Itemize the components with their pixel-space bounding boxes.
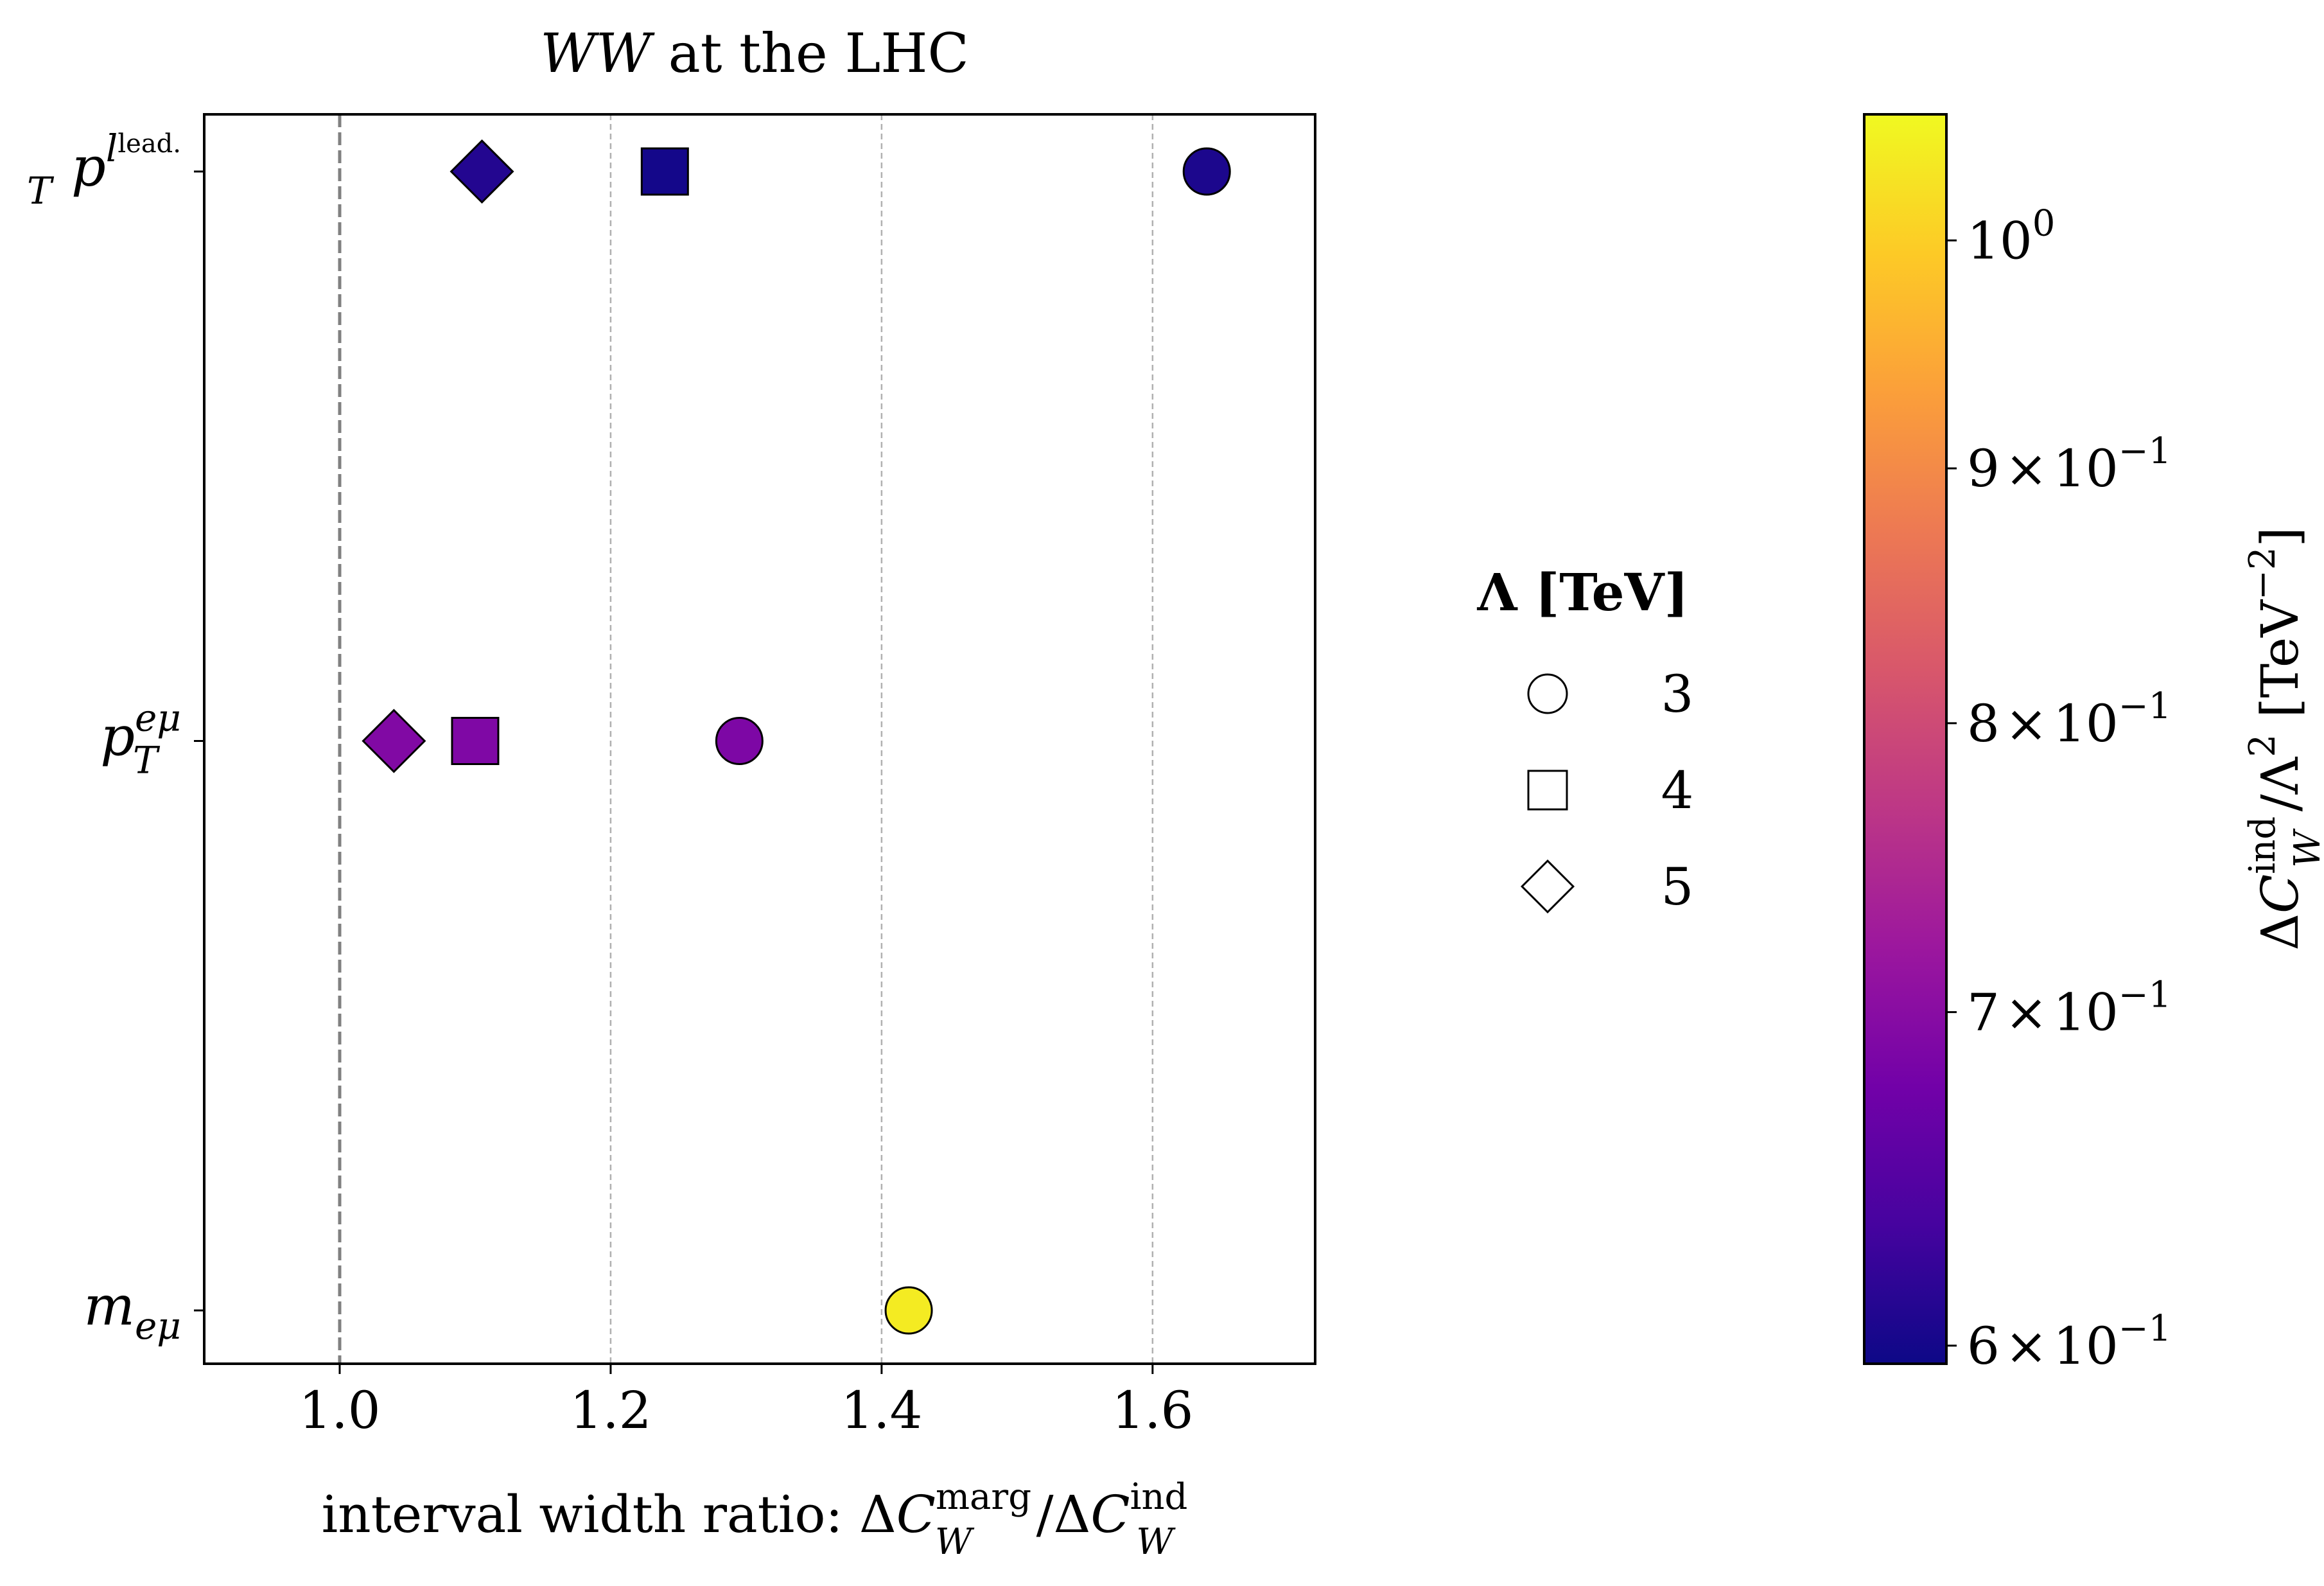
x-axis-label-c2: C bbox=[1090, 1485, 1130, 1544]
legend-title-lambda: Λ bbox=[1477, 562, 1518, 622]
colorbar-label-sup2: 2 bbox=[2242, 734, 2284, 757]
x-grid bbox=[609, 114, 1154, 1364]
colorbar-label-sup1: ind bbox=[2242, 816, 2284, 874]
x-axis-label: interval width ratio: ΔCmarg W/ΔCind W bbox=[322, 1476, 1188, 1563]
data-point-circle bbox=[884, 1286, 933, 1335]
legend: Λ [TeV] 3 4 5 bbox=[1477, 562, 1694, 917]
x-axis-label-sub2: W bbox=[1136, 1521, 1176, 1563]
legend-label: 3 bbox=[1661, 664, 1694, 724]
plot-area: 1.0 1.2 1.4 1.6 pllead. T peμ T meμ bbox=[27, 113, 1316, 1440]
colorbar-tick-label: 7 × 10−1 bbox=[1967, 974, 2171, 1043]
data-point-diamond bbox=[362, 709, 426, 773]
colorbar-gradient bbox=[1863, 113, 1948, 1365]
colorbar-label-c: C bbox=[2250, 874, 2310, 913]
colorbar-label-slash: / bbox=[2250, 794, 2310, 811]
colorbar-tick-label: 8 × 10−1 bbox=[1967, 685, 2171, 753]
x-axis-label-c1: C bbox=[896, 1485, 936, 1544]
data-point-square bbox=[451, 717, 500, 765]
chart-title-italic: WW bbox=[540, 22, 655, 85]
colorbar-label-lambda: Λ bbox=[2250, 756, 2310, 795]
legend-label: 4 bbox=[1661, 761, 1694, 820]
colorbar-label-unit: [TeV bbox=[2250, 599, 2310, 734]
colorbar-tick-label: 100 bbox=[1967, 202, 2055, 270]
x-axis-label-sup1: marg bbox=[936, 1476, 1031, 1518]
data-point-square bbox=[640, 147, 689, 196]
x-tick-label: 1.2 bbox=[570, 1380, 651, 1440]
legend-marker-square bbox=[1527, 770, 1568, 811]
y-ticks: pllead. T peμ T meμ bbox=[27, 127, 204, 1348]
chart-title: WW at the LHC bbox=[540, 22, 969, 85]
data-point-diamond bbox=[450, 139, 514, 204]
chart-title-rest: at the LHC bbox=[651, 22, 969, 85]
data-point-circle bbox=[715, 717, 764, 765]
colorbar-label-sub1: W bbox=[2287, 828, 2324, 868]
legend-title-rest: [TeV] bbox=[1517, 562, 1689, 622]
y-tick-label: peμ T bbox=[100, 696, 181, 782]
x-ticks: 1.0 1.2 1.4 1.6 bbox=[299, 1364, 1193, 1440]
x-tick-label: 1.0 bbox=[299, 1380, 380, 1440]
x-tick-label: 1.4 bbox=[841, 1380, 922, 1440]
legend-label: 5 bbox=[1661, 857, 1694, 917]
x-axis-label-prefix: interval width ratio: bbox=[322, 1485, 859, 1544]
legend-marker-diamond bbox=[1520, 859, 1575, 914]
legend-marker-circle bbox=[1527, 673, 1568, 714]
data-points bbox=[362, 139, 1231, 1335]
y-tick-label: meμ bbox=[83, 1274, 181, 1348]
x-tick-label: 1.6 bbox=[1112, 1380, 1193, 1440]
colorbar-ticks: 6 × 10−1 7 × 10−1 8 × 10−1 9 × 10−1 100 bbox=[1946, 202, 2171, 1376]
x-axis-label-slash: / bbox=[1036, 1485, 1054, 1544]
x-axis-label-delta2: Δ bbox=[1054, 1485, 1091, 1544]
colorbar-label-close: ] bbox=[2250, 527, 2310, 547]
colorbar-tick-label: 9 × 10−1 bbox=[1967, 430, 2171, 498]
legend-entries: 3 4 5 bbox=[1520, 664, 1694, 917]
colorbar-label-unit-exp: −2 bbox=[2242, 547, 2284, 600]
y-tick-label: pllead. T bbox=[27, 127, 181, 213]
plot-frame bbox=[203, 113, 1316, 1365]
x-axis-label-sup2: ind bbox=[1130, 1476, 1188, 1518]
x-axis-label-delta1: Δ bbox=[859, 1485, 896, 1544]
legend-title: Λ [TeV] bbox=[1477, 562, 1689, 622]
data-point-circle bbox=[1182, 147, 1231, 196]
colorbar-tick-label: 6 × 10−1 bbox=[1967, 1308, 2171, 1376]
colorbar-label-delta: Δ bbox=[2250, 913, 2310, 951]
x-axis-label-sub1: W bbox=[935, 1521, 975, 1563]
